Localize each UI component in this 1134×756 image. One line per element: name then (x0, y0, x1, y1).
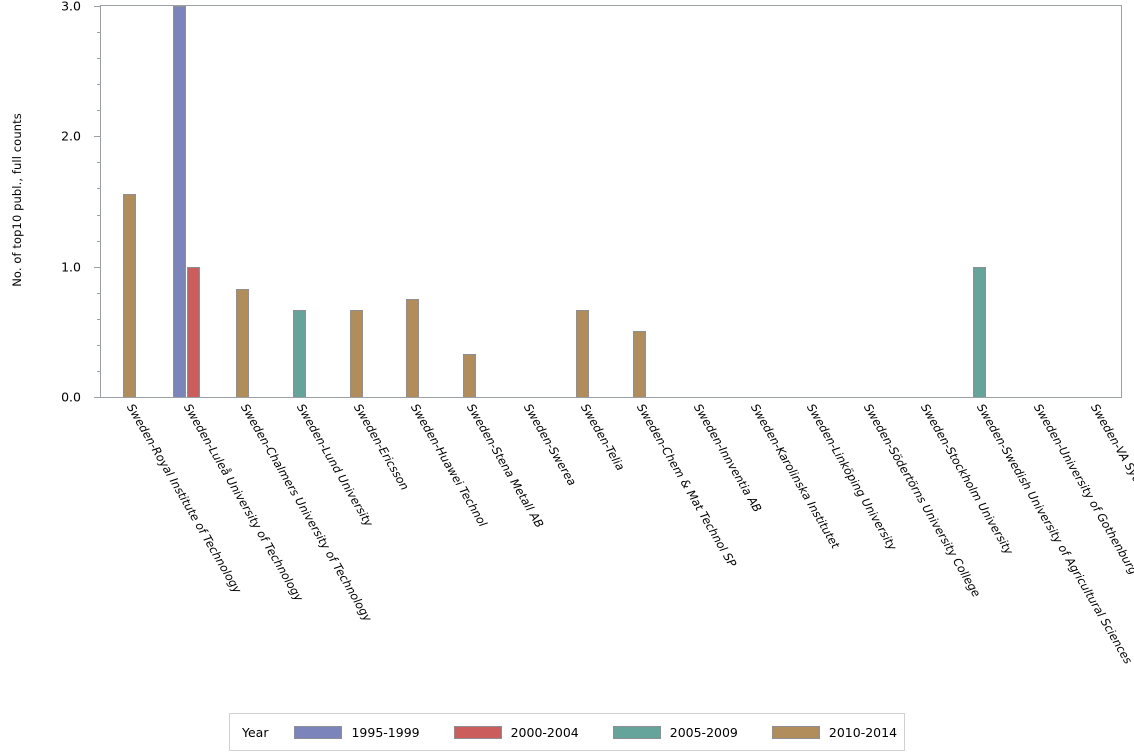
y-tick-major (94, 397, 101, 398)
y-tick-minor (97, 188, 101, 190)
y-tick-minor (97, 84, 101, 86)
legend-entry[interactable]: 2005-2009 (612, 724, 738, 740)
y-tick-minor (97, 214, 101, 216)
x-tick-label: Sweden-Swerea (521, 401, 580, 489)
bar[interactable] (186, 266, 200, 397)
x-tick-label: Sweden-Telia (577, 401, 628, 474)
bar[interactable] (576, 309, 590, 397)
legend-label: 2010-2014 (828, 724, 898, 740)
legend-swatch (612, 725, 661, 739)
bar[interactable] (172, 6, 186, 397)
legend-label: 2005-2009 (669, 724, 738, 740)
y-tick-major (94, 266, 101, 268)
plot-area: 0.0 1.0 2.0 3.0 (61, 0, 1122, 405)
y-tick-minor (97, 32, 101, 34)
legend-entry[interactable]: 2000-2004 (453, 724, 579, 740)
y-axis-title: No. of top10 publ., full counts (0, 0, 34, 400)
x-tick-label: Sweden-Ericsson (351, 401, 412, 493)
bar[interactable] (122, 193, 136, 397)
bar[interactable] (236, 288, 250, 397)
bar[interactable] (292, 309, 306, 397)
y-tick-minor (97, 110, 101, 112)
x-tick-label: Sweden-Luleå University of Technology (181, 401, 307, 604)
y-tick-minor (97, 344, 101, 346)
bar[interactable] (632, 330, 646, 397)
legend-entries: 1995-1999 2000-2004 2005-2009 2010-2014 (294, 725, 931, 740)
bar[interactable] (972, 266, 986, 397)
legend-label: 2000-2004 (510, 724, 579, 740)
y-tick-major (94, 6, 101, 7)
x-tick-label: Sweden-Stockholm University (917, 401, 1016, 557)
bar[interactable] (406, 299, 420, 397)
y-tick-minor (97, 318, 101, 320)
y-tick-minor (97, 240, 101, 242)
y-axis-title-text: No. of top10 publ., full counts (10, 113, 24, 287)
plot-inner: 0.0 1.0 2.0 3.0 (61, 0, 1121, 405)
y-tick-label: 0.0 (61, 389, 81, 405)
y-tick-minor (97, 58, 101, 60)
legend-swatch (453, 725, 502, 739)
y-tick-minor (97, 292, 101, 294)
bar[interactable] (349, 309, 363, 397)
y-tick-label: 1.0 (61, 259, 81, 275)
x-tick-label: Sweden-University of Gothenburg (1031, 401, 1134, 577)
y-tick-major (94, 136, 101, 138)
y-tick-label: 2.0 (61, 128, 81, 144)
legend-label: 1995-1999 (351, 724, 420, 740)
x-tick-label: Sweden-Chem & Mat Technol SP (634, 401, 740, 570)
legend-swatch (294, 725, 343, 739)
bar[interactable] (462, 354, 476, 397)
legend-swatch (771, 725, 820, 739)
legend-entry[interactable]: 1995-1999 (294, 724, 420, 740)
legend-title: Year (242, 724, 269, 740)
y-tick-minor (97, 370, 101, 372)
y-tick-minor (97, 162, 101, 164)
y-tick-label: 3.0 (61, 0, 81, 14)
x-tick-label: Sweden-VA Syd (1087, 401, 1134, 486)
x-tick-label: Sweden-Royal Institute of Technology (124, 401, 245, 596)
x-tick-label: Sweden-Södertörns University College (861, 401, 984, 600)
legend-entry[interactable]: 2010-2014 (771, 724, 898, 740)
x-axis-labels: Sweden-Royal Institute of Technology Swed… (100, 399, 1134, 699)
legend: Year 1995-1999 2000-2004 2005-2009 2010-201… (229, 713, 905, 751)
